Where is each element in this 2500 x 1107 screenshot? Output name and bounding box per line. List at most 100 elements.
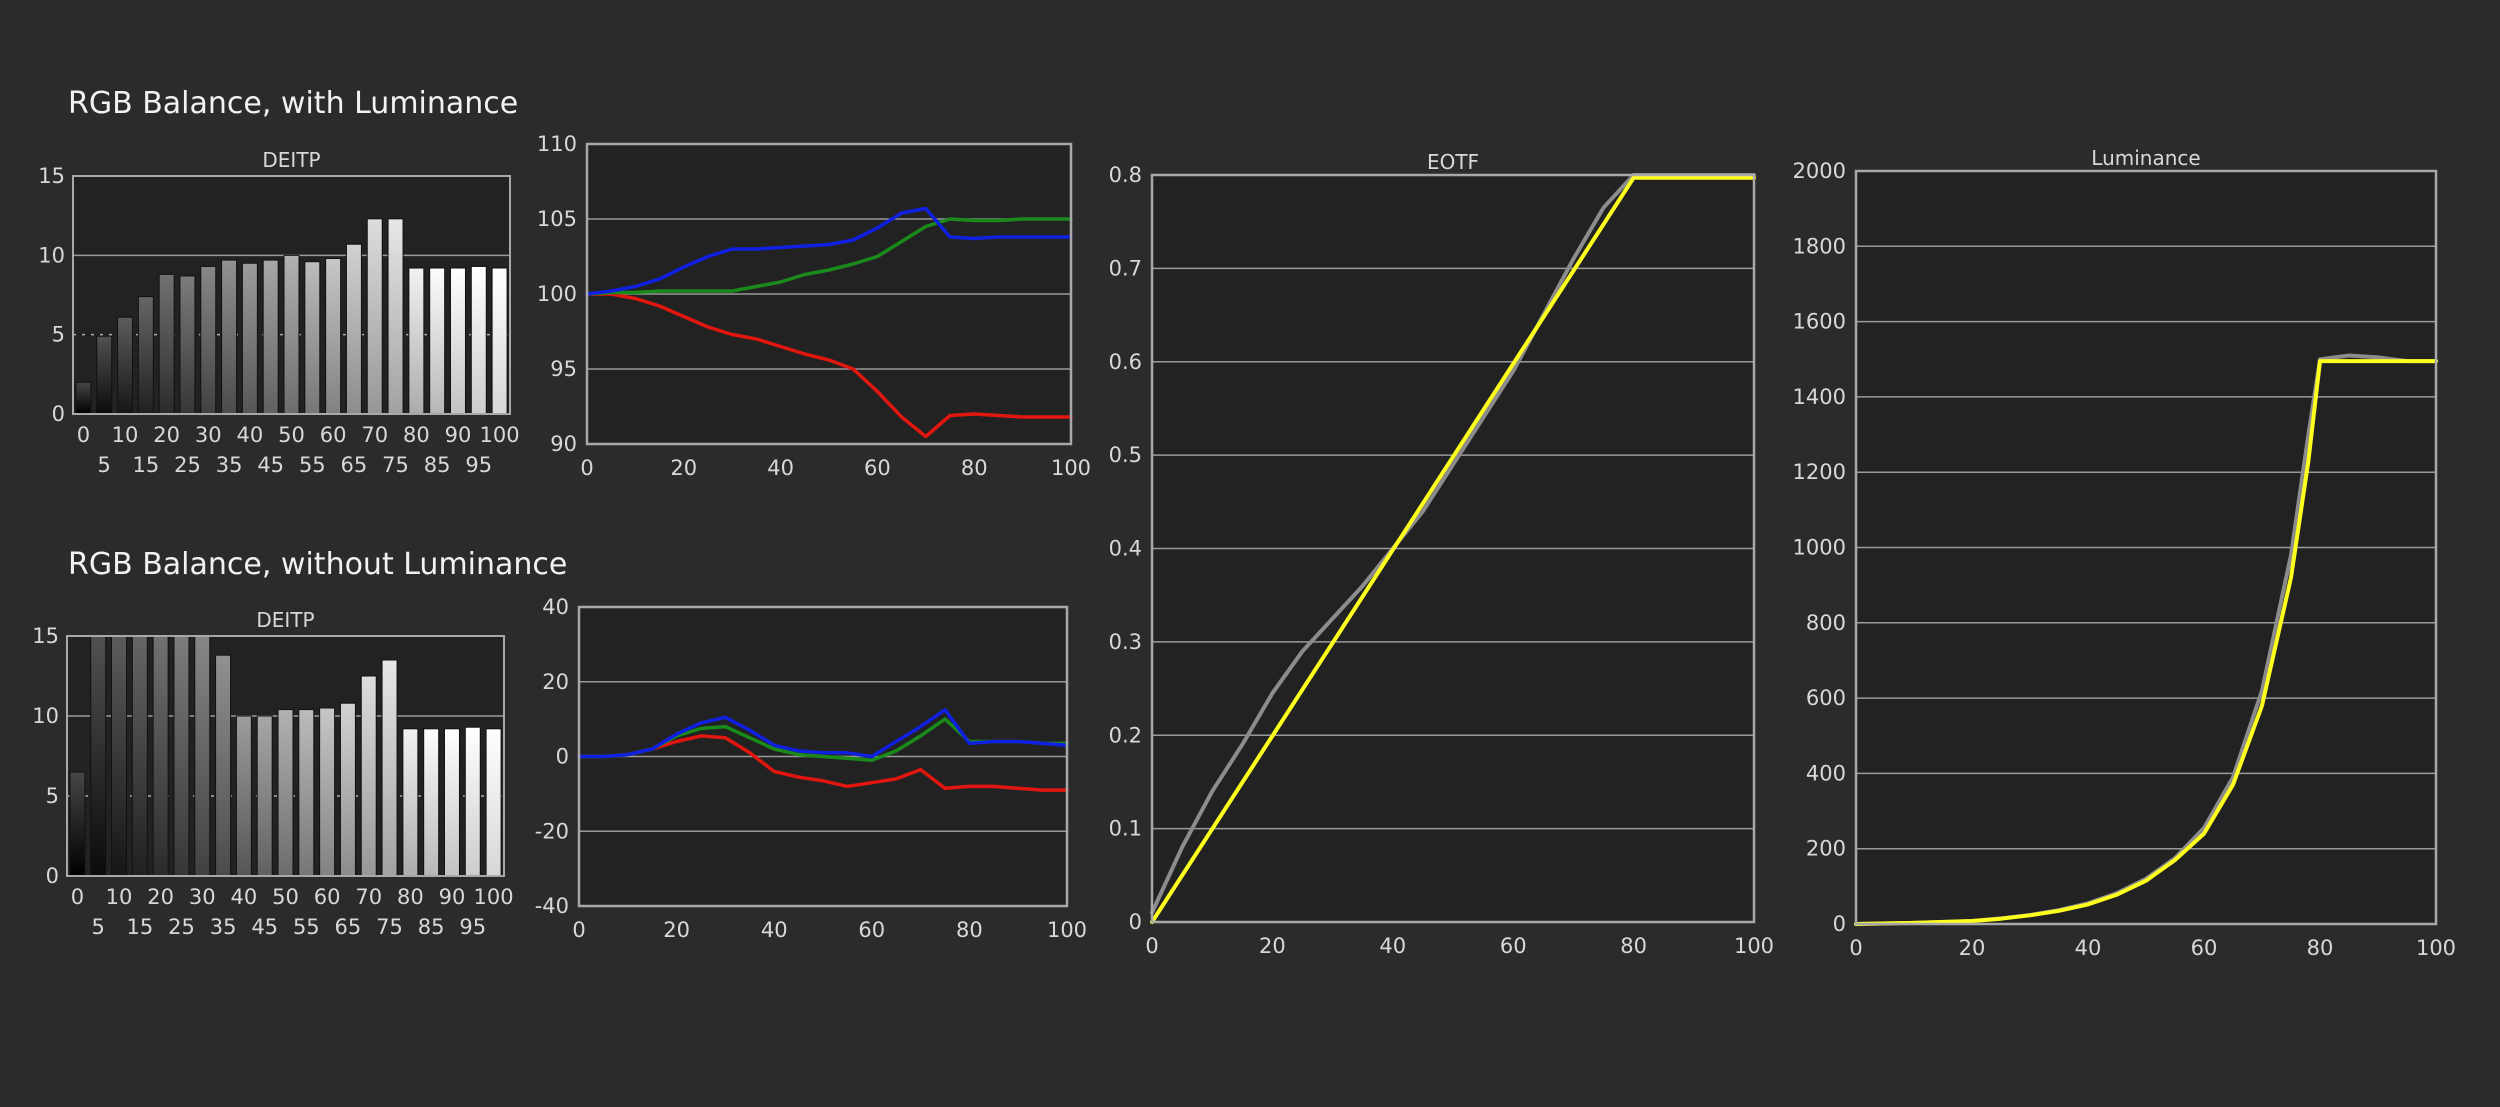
plot-frame: [1854, 169, 2438, 926]
x-tick-label: 10: [112, 423, 139, 447]
y-tick-label: 0: [52, 402, 65, 426]
plot-frame: [1150, 173, 1756, 924]
x-tick-label: 25: [168, 915, 195, 939]
y-tick-label: 110: [537, 132, 577, 156]
y-tick-label: 0.7: [1109, 256, 1142, 280]
x-tick-label: 0: [1849, 936, 1862, 960]
y-tick-label: 1400: [1793, 385, 1846, 409]
y-tick-label: 15: [32, 624, 59, 648]
x-tick-label: 55: [299, 453, 326, 477]
x-tick-label: 0: [580, 456, 593, 480]
plot-frame: [585, 142, 1073, 446]
x-tick-label: 75: [376, 915, 403, 939]
x-tick-label: 40: [237, 423, 264, 447]
x-tick-label: 80: [2307, 936, 2334, 960]
y-tick-label: 5: [52, 323, 65, 347]
x-tick-label: 60: [2191, 936, 2218, 960]
x-tick-label: 45: [257, 453, 284, 477]
x-tick-label: 95: [459, 915, 486, 939]
y-tick-label: 200: [1806, 837, 1846, 861]
y-tick-label: 0.2: [1109, 723, 1142, 747]
x-tick-label: 20: [147, 885, 174, 909]
x-tick-label: 5: [92, 915, 105, 939]
x-tick-label: 20: [670, 456, 697, 480]
x-tick-label: 65: [335, 915, 362, 939]
chart-title: EOTF: [1427, 150, 1479, 174]
x-tick-label: 15: [126, 915, 153, 939]
x-tick-label: 40: [761, 918, 788, 942]
x-tick-label: 5: [98, 453, 111, 477]
x-tick-label: 25: [174, 453, 201, 477]
series-line-yellow: [1854, 359, 2438, 926]
y-tick-label: 0: [46, 864, 59, 888]
x-tick-label: 60: [320, 423, 347, 447]
x-tick-label: 80: [397, 885, 424, 909]
series-line-green: [585, 217, 1073, 296]
x-tick-label: 60: [864, 456, 891, 480]
chart-title: Luminance: [2091, 146, 2200, 170]
x-tick-label: 85: [418, 915, 445, 939]
x-tick-label: 0: [1145, 934, 1158, 958]
y-tick-label: 400: [1806, 761, 1846, 785]
plot-frame: [72, 175, 511, 415]
series-line-blue: [585, 206, 1073, 296]
y-tick-label: 1600: [1793, 310, 1846, 334]
y-tick-label: 20: [542, 670, 569, 694]
x-tick-label: 50: [278, 423, 305, 447]
x-tick-label: 100: [1051, 456, 1091, 480]
x-tick-label: 100: [1734, 934, 1774, 958]
section-heading-without-luminance: RGB Balance, without Luminance: [68, 547, 568, 582]
chart-title: DEITP: [256, 608, 314, 632]
x-tick-label: 35: [216, 453, 243, 477]
x-tick-label: 80: [956, 918, 983, 942]
y-tick-label: 0: [556, 745, 569, 769]
x-tick-label: 35: [210, 915, 237, 939]
x-tick-label: 20: [1959, 936, 1986, 960]
x-tick-label: 30: [195, 423, 222, 447]
x-tick-label: 55: [293, 915, 320, 939]
y-tick-label: 1200: [1793, 460, 1846, 484]
x-tick-label: 85: [424, 453, 451, 477]
x-tick-label: 90: [445, 423, 472, 447]
plot-frame: [577, 605, 1069, 908]
y-tick-label: 0.4: [1109, 537, 1142, 561]
section-heading-with-luminance: RGB Balance, with Luminance: [68, 86, 519, 121]
y-tick-label: 15: [38, 164, 65, 188]
x-tick-label: 100: [474, 885, 514, 909]
x-tick-label: 80: [1620, 934, 1647, 958]
y-tick-label: 0.6: [1109, 350, 1142, 374]
y-tick-label: 0: [1129, 910, 1142, 934]
y-tick-label: 95: [550, 357, 577, 381]
y-tick-label: 105: [537, 207, 577, 231]
x-tick-label: 95: [465, 453, 492, 477]
x-tick-label: 80: [961, 456, 988, 480]
y-tick-label: 90: [550, 432, 577, 456]
y-tick-label: 800: [1806, 611, 1846, 635]
y-tick-label: 2000: [1793, 159, 1846, 183]
y-tick-label: 0.1: [1109, 817, 1142, 841]
x-tick-label: 40: [2075, 936, 2102, 960]
x-tick-label: 70: [361, 423, 388, 447]
x-tick-label: 70: [355, 885, 382, 909]
x-tick-label: 45: [251, 915, 278, 939]
y-tick-label: 100: [537, 282, 577, 306]
chart-title: DEITP: [262, 148, 320, 172]
y-tick-label: 1800: [1793, 234, 1846, 258]
x-tick-label: 60: [858, 918, 885, 942]
x-tick-label: 75: [382, 453, 409, 477]
x-tick-label: 40: [231, 885, 258, 909]
x-tick-label: 20: [1259, 934, 1286, 958]
x-tick-label: 0: [77, 423, 90, 447]
y-tick-label: 40: [542, 595, 569, 619]
series-line-blue: [577, 708, 1069, 759]
x-tick-label: 100: [2416, 936, 2456, 960]
x-tick-label: 40: [1379, 934, 1406, 958]
x-tick-label: 50: [272, 885, 299, 909]
x-tick-label: 60: [314, 885, 341, 909]
